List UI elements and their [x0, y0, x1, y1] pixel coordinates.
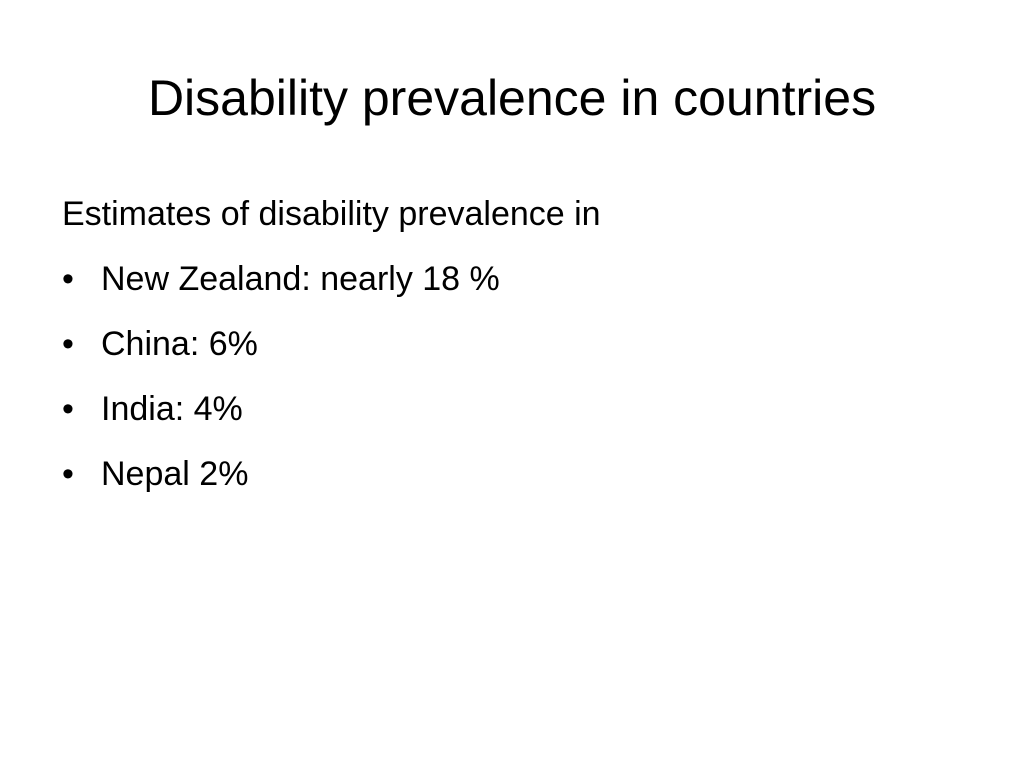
bullet-item-india: • India: 4% — [62, 385, 962, 433]
bullet-text: China: 6% — [101, 325, 258, 363]
bullet-text: Nepal 2% — [101, 455, 249, 493]
bullet-text: India: 4% — [101, 390, 243, 428]
bullet-item-new-zealand: • New Zealand: nearly 18 % — [62, 255, 962, 303]
slide-content: Estimates of disability prevalence in • … — [62, 190, 962, 515]
slide-title: Disability prevalence in countries — [147, 70, 877, 126]
bullet-icon: • — [62, 390, 74, 428]
bullet-icon: • — [62, 325, 74, 363]
bullet-icon: • — [62, 260, 74, 298]
bullet-text: New Zealand: nearly 18 % — [101, 260, 500, 298]
bullet-item-nepal: • Nepal 2% — [62, 450, 962, 498]
bullet-item-china: • China: 6% — [62, 320, 962, 368]
intro-text: Estimates of disability prevalence in — [62, 195, 601, 233]
bullet-list: • New Zealand: nearly 18 % • China: 6% •… — [62, 255, 962, 498]
bullet-icon: • — [62, 455, 74, 493]
